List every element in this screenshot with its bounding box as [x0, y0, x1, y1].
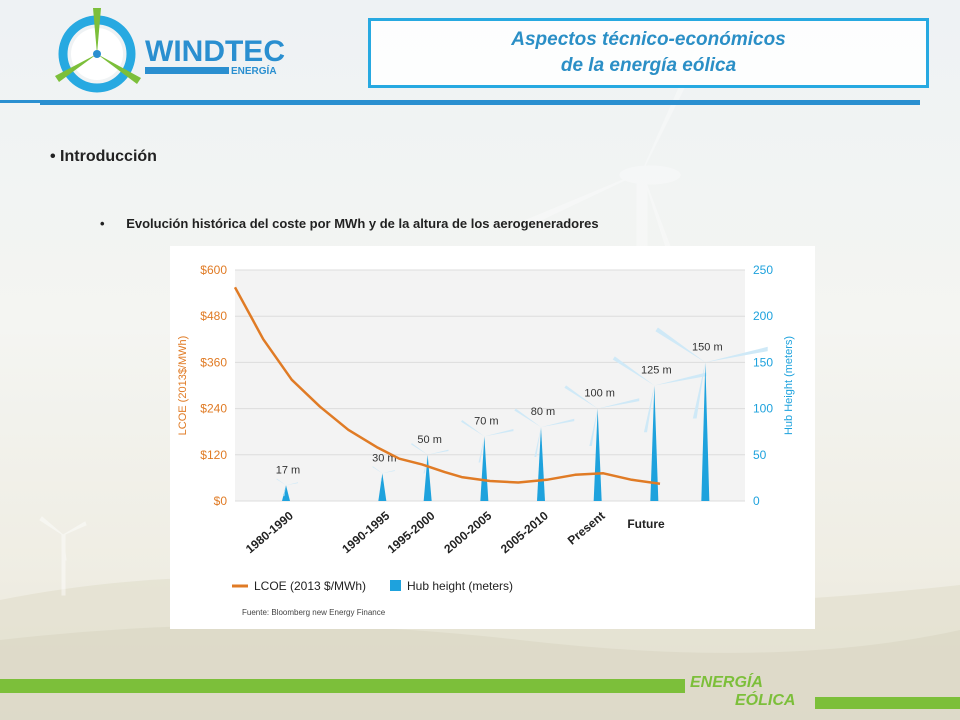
turbine-blade [564, 385, 598, 409]
title-box: Aspectos técnico-económicos de la energí… [368, 18, 929, 88]
logo-subtext: ENERGÍA [231, 64, 277, 77]
y-left-axis-title: LCOE (2013$/MWh) [177, 336, 189, 436]
hub-height-bar [378, 473, 387, 501]
hub-height-bar [650, 385, 659, 501]
footer-energia: ENERGÍA [690, 674, 763, 691]
hub-height-label: 80 m [531, 406, 555, 418]
bullet-evolucion: • Evolución histórica del coste por MWh … [100, 216, 599, 231]
turbine-blade [372, 466, 383, 474]
x-category-label: 2005-2010 [498, 508, 551, 556]
turbine-blade [478, 436, 485, 463]
hub-height-label: 17 m [276, 464, 300, 476]
bullet-evolucion-text: Evolución histórica del coste por MWh y … [126, 216, 599, 231]
turbine-blade [276, 478, 286, 486]
y-left-tick-label: $120 [200, 448, 227, 462]
turbine-blade [461, 420, 485, 437]
plot-area [235, 270, 745, 501]
turbine-blade [612, 356, 655, 386]
hub-height-label: 50 m [417, 434, 441, 446]
x-category-label: Future [627, 517, 665, 531]
small-turbine-icon [39, 516, 87, 596]
x-category-label: Present [565, 509, 608, 548]
hub-height-bar [282, 485, 290, 501]
y-right-tick-label: 150 [753, 355, 773, 369]
turbine-blade [705, 346, 768, 363]
turbine-blade [514, 408, 541, 428]
logo-blades-icon [55, 8, 141, 84]
turbine-blade [382, 470, 395, 474]
turbine-blade [411, 443, 428, 455]
x-category-label: 1995-2000 [385, 508, 438, 556]
logo-underline [145, 67, 229, 74]
lcoe-hub-height-chart: $0 $120 $240 $360 $480 $600 0 50 100 150 200 250 LCO… [177, 263, 795, 593]
y-left-tick-label: $240 [200, 402, 227, 416]
footer-bar-right [815, 697, 960, 709]
windtec-logo: WINDTEC ENERGÍA [55, 8, 285, 93]
turbine-blade [643, 385, 655, 433]
logo-text: WINDTEC [145, 35, 285, 68]
bullet-marker: • [100, 216, 105, 231]
y-right-tick-label: 100 [753, 402, 773, 416]
hill-shape-front [0, 625, 960, 720]
y-right-tick-label: 0 [753, 494, 760, 508]
bullet-introduccion: • Introducción [50, 148, 157, 165]
footer-eolica: EÓLICA [735, 692, 796, 709]
x-category-label: 1990-1995 [339, 508, 392, 556]
turbine-blade [597, 398, 640, 409]
hub-height-bar [701, 362, 710, 501]
turbine-blade [655, 327, 706, 363]
y-right-axis-title: Hub Height (meters) [783, 336, 795, 435]
legend-swatch-hub [390, 580, 401, 591]
title-line-1: Aspectos técnico-económicos [511, 29, 786, 50]
hub-height-label: 70 m [474, 415, 498, 427]
y-right-tick-label: 250 [753, 263, 773, 277]
y-left-tick-label: $360 [200, 355, 227, 369]
title-line-2: de la energía eólica [560, 55, 737, 76]
y-right-tick-label: 200 [753, 309, 773, 323]
y-left-tick-label: $480 [200, 309, 227, 323]
chart-source: Fuente: Bloomberg new Energy Finance [242, 608, 386, 617]
x-category-label: 1980-1990 [243, 508, 296, 556]
footer-bar [0, 679, 685, 693]
hub-height-bar [593, 408, 602, 501]
turbine-blade [484, 429, 514, 437]
chart-panel: $0 $120 $240 $360 $480 $600 0 50 100 150 200 250 LCO… [170, 246, 815, 629]
turbine-blade [589, 408, 598, 447]
x-category-label: 2000-2005 [441, 508, 494, 556]
lcoe-series-line [233, 286, 661, 485]
hub-height-label: 125 m [641, 365, 672, 377]
hub-height-label: 150 m [692, 341, 723, 353]
legend-label-lcoe: LCOE (2013 $/MWh) [254, 579, 366, 593]
y-left-tick-label: $600 [200, 263, 227, 277]
hub-height-bar [480, 436, 489, 501]
y-left-tick-label: $0 [214, 494, 228, 508]
legend-label-hub: Hub height (meters) [407, 579, 513, 593]
header-rule-left [0, 100, 40, 103]
y-right-tick-label: 50 [753, 448, 767, 462]
header-rule [40, 100, 920, 105]
hub-height-label: 100 m [584, 388, 615, 400]
turbine-blade [423, 454, 428, 474]
hub-height-bar [423, 454, 432, 501]
hub-height-bar [537, 427, 545, 501]
